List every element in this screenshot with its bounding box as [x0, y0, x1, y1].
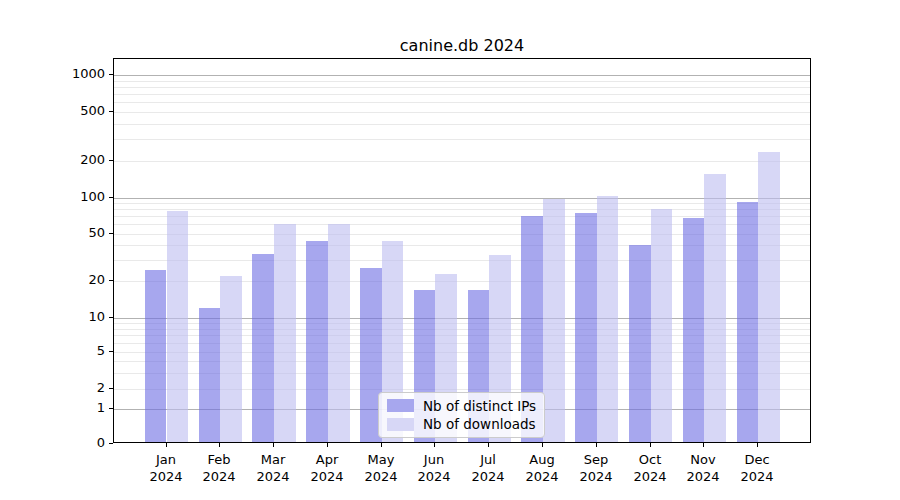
- bar-ips-oct: [629, 245, 651, 442]
- y-tick-label: 5: [43, 343, 105, 359]
- bar-ips-nov: [683, 218, 705, 442]
- gridline-minor: [114, 161, 810, 162]
- y-tick-label: 1: [43, 400, 105, 416]
- y-tick-label: 20: [43, 272, 105, 288]
- bar-ips-dec: [737, 202, 759, 442]
- x-tick-label-dec: Dec 2024: [725, 451, 789, 485]
- x-tick-mark: [703, 443, 704, 447]
- bar-downloads-jan: [167, 211, 189, 442]
- y-tick-label: 500: [43, 103, 105, 119]
- legend-label: Nb of downloads: [423, 416, 536, 432]
- bar-downloads-mar: [274, 224, 296, 442]
- bar-ips-feb: [199, 308, 221, 442]
- gridline-minor: [114, 81, 810, 82]
- gridline-minor: [114, 139, 810, 140]
- gridline-minor: [114, 87, 810, 88]
- chart-title: canine.db 2024: [113, 36, 811, 55]
- legend-swatch-downloads-icon: [387, 418, 414, 431]
- bar-downloads-apr: [328, 224, 350, 442]
- y-tick-label: 0: [43, 435, 105, 451]
- gridline-minor: [114, 124, 810, 125]
- legend-label: Nb of distinct IPs: [423, 398, 536, 414]
- y-tick-label: 50: [43, 225, 105, 241]
- gridline-major: [114, 75, 810, 76]
- y-tick-label: 1000: [43, 66, 105, 82]
- bar-ips-jan: [145, 270, 167, 442]
- x-tick-mark: [650, 443, 651, 447]
- y-tick-mark: [109, 160, 113, 161]
- y-tick-mark: [109, 408, 113, 409]
- y-tick-mark: [109, 233, 113, 234]
- x-tick-mark: [273, 443, 274, 447]
- y-tick-mark: [109, 280, 113, 281]
- x-tick-mark: [434, 443, 435, 447]
- plot-area: [113, 58, 811, 443]
- y-tick-mark: [109, 443, 113, 444]
- bar-ips-mar: [252, 254, 274, 442]
- x-tick-mark: [542, 443, 543, 447]
- bar-ips-apr: [306, 241, 328, 442]
- y-tick-mark: [109, 317, 113, 318]
- legend: Nb of distinct IPs Nb of downloads: [378, 392, 545, 438]
- y-tick-mark: [109, 388, 113, 389]
- y-tick-mark: [109, 74, 113, 75]
- y-tick-label: 10: [43, 309, 105, 325]
- x-tick-mark: [166, 443, 167, 447]
- y-tick-mark: [109, 197, 113, 198]
- bar-downloads-feb: [220, 276, 242, 442]
- bar-downloads-oct: [651, 209, 673, 442]
- bar-downloads-dec: [758, 152, 780, 442]
- legend-item-downloads: Nb of downloads: [387, 416, 536, 432]
- x-tick-mark: [596, 443, 597, 447]
- bar-downloads-sep: [597, 196, 619, 442]
- y-tick-label: 200: [43, 152, 105, 168]
- legend-swatch-distinct-ips-icon: [387, 399, 414, 412]
- y-tick-mark: [109, 351, 113, 352]
- gridline-minor: [114, 112, 810, 113]
- x-tick-mark: [327, 443, 328, 447]
- bar-downloads-aug: [543, 199, 565, 442]
- bar-downloads-nov: [704, 174, 726, 442]
- y-tick-mark: [109, 111, 113, 112]
- bar-ips-sep: [575, 213, 597, 442]
- x-tick-mark: [381, 443, 382, 447]
- x-tick-mark: [488, 443, 489, 447]
- chart-figure: canine.db 2024 01251020501002005001000 J…: [0, 0, 900, 500]
- gridline-minor: [114, 94, 810, 95]
- y-tick-label: 2: [43, 380, 105, 396]
- gridline-minor: [114, 102, 810, 103]
- y-tick-label: 100: [43, 189, 105, 205]
- x-tick-mark: [219, 443, 220, 447]
- legend-item-distinct-ips: Nb of distinct IPs: [387, 398, 536, 414]
- x-tick-mark: [757, 443, 758, 447]
